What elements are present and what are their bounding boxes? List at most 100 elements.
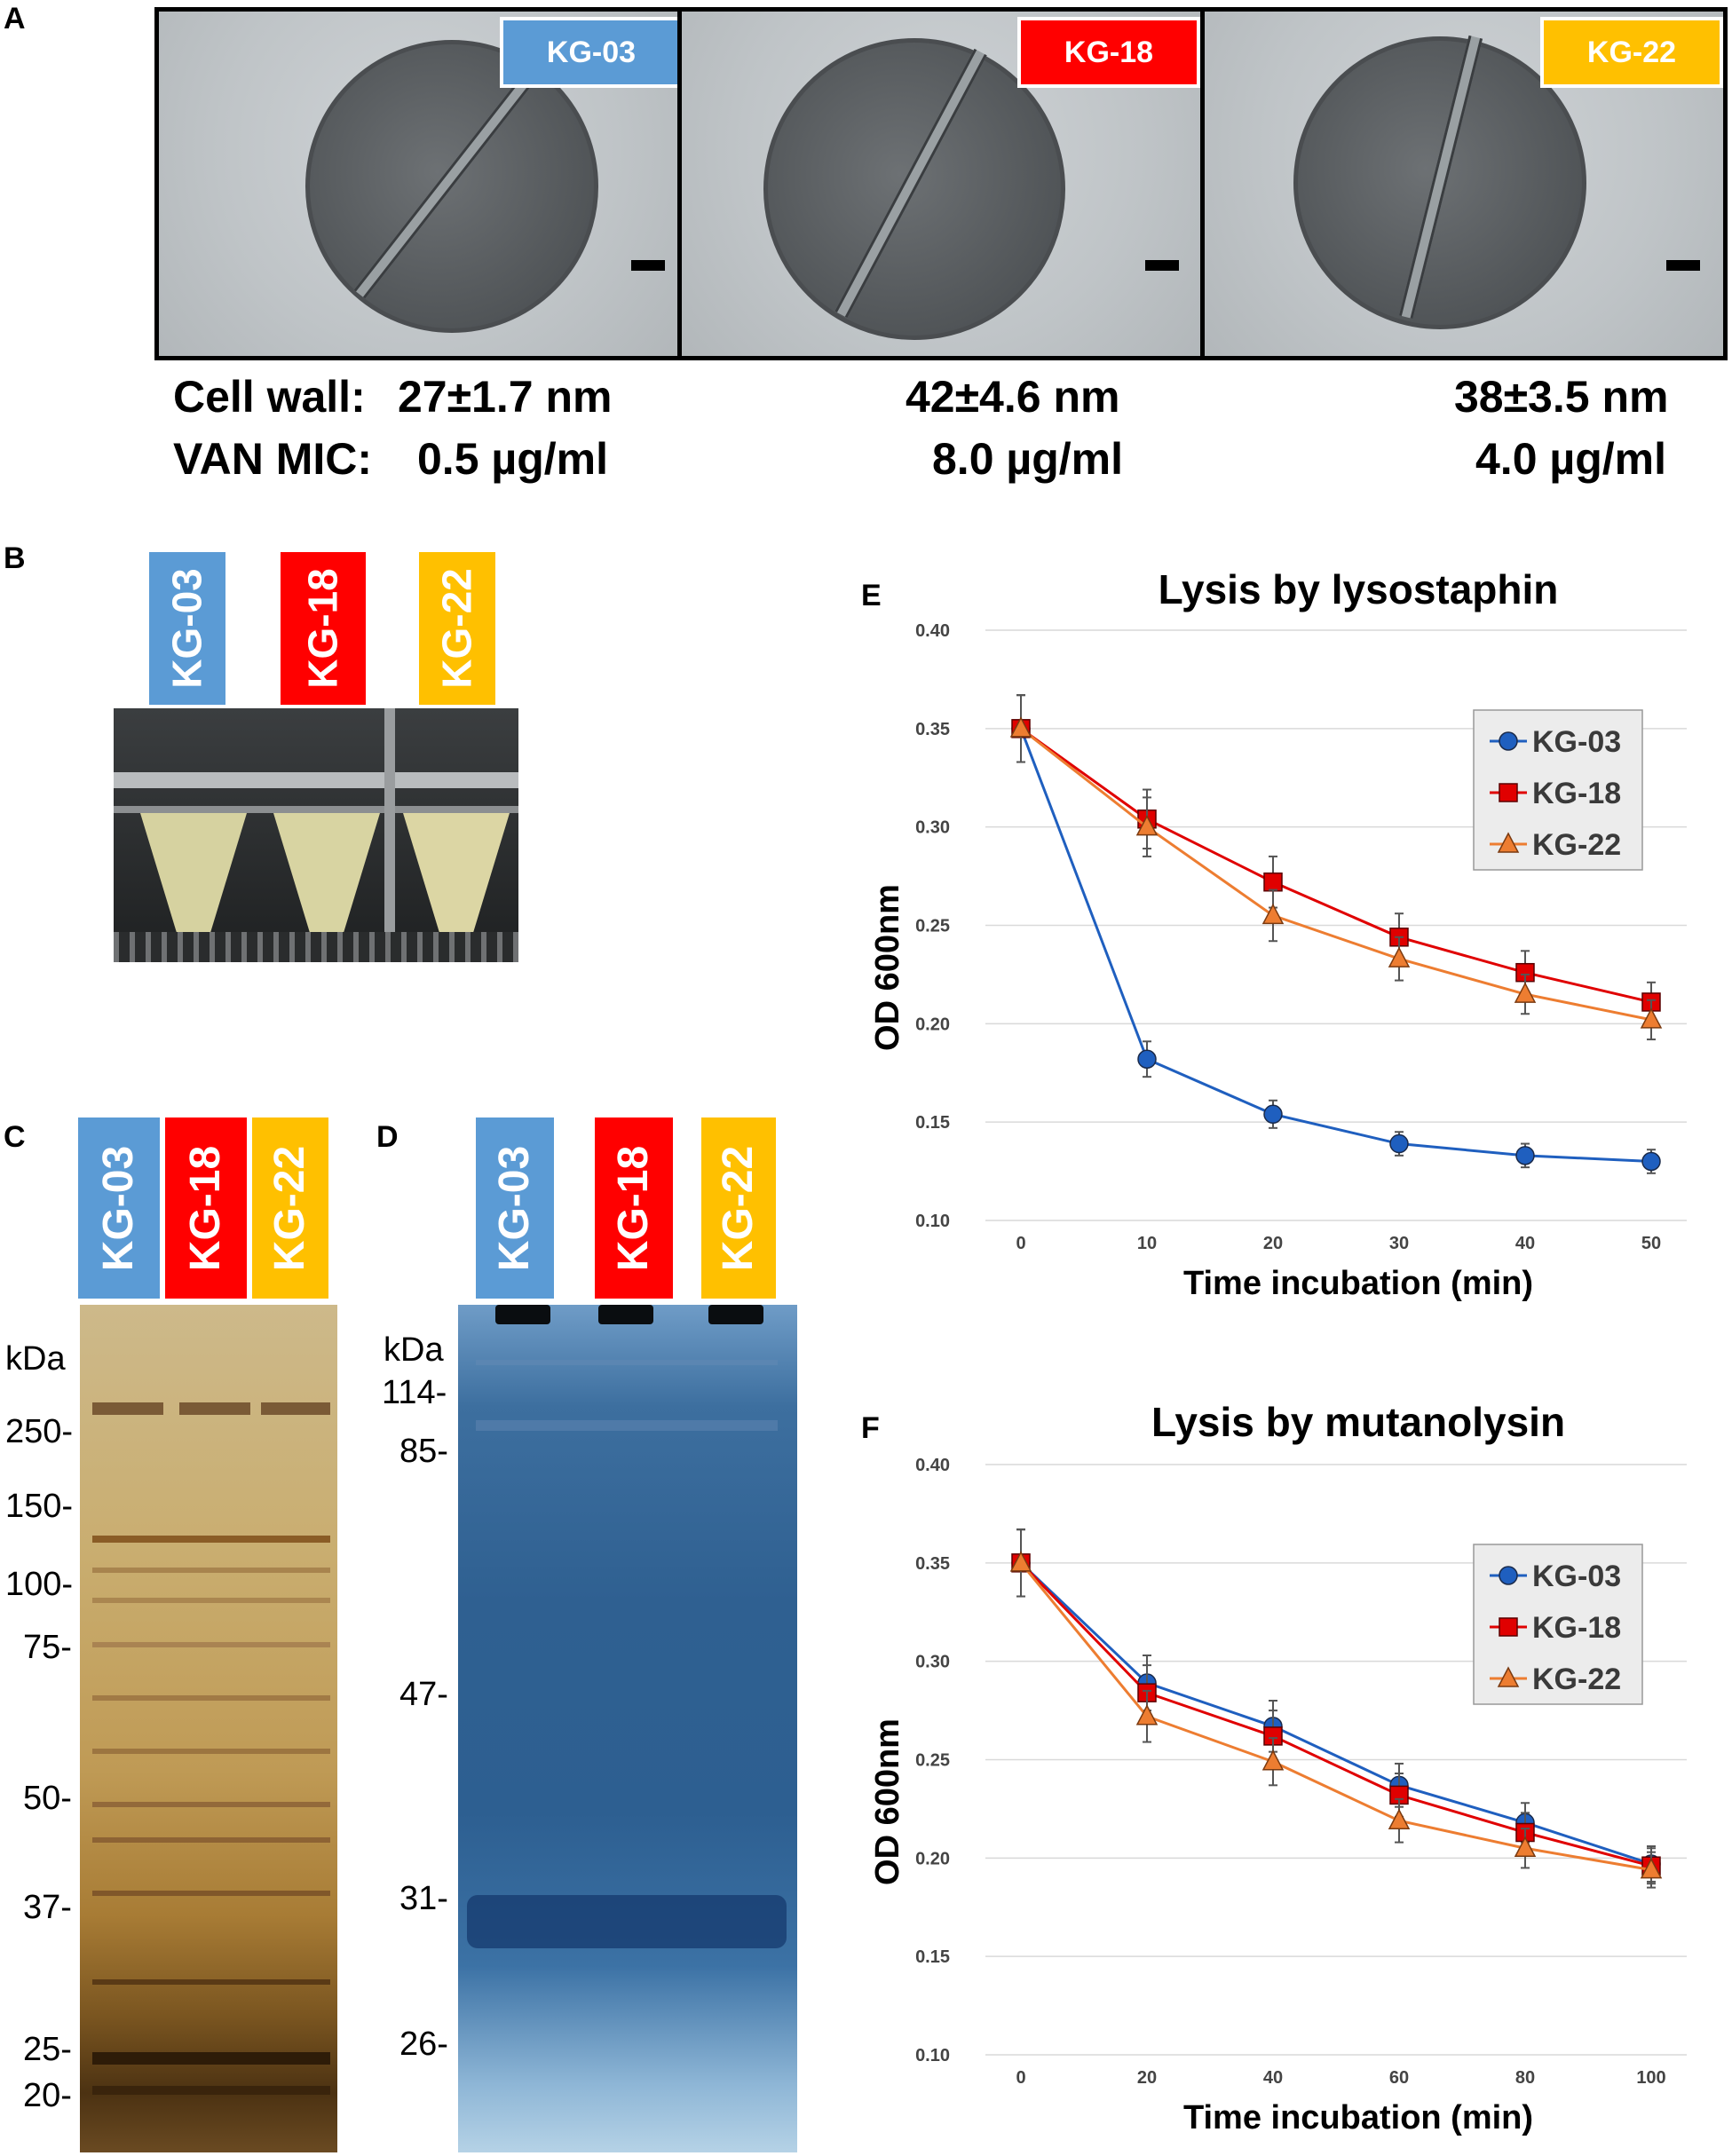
panel-label-c: C — [4, 1120, 26, 1154]
vertical-tag-kg-18: KG-18 — [162, 1114, 250, 1302]
legend-label: KG-18 — [1532, 1611, 1621, 1645]
mutanolysin-chart: Lysis by mutanolysin 0.10 0.15 0.20 0.25 0.3… — [869, 1399, 1687, 2136]
x-tick-label: 0 — [1016, 1234, 1025, 1253]
marker-label: 47- — [399, 1676, 448, 1713]
marker-label: 20- — [23, 2077, 72, 2114]
y-tick-label: 0.25 — [915, 1751, 950, 1771]
vertical-tag-kg-18: KG-18 — [591, 1114, 676, 1302]
x-tick-label: 0 — [1016, 2068, 1025, 2088]
y-axis-title: OD 600nm — [869, 1718, 906, 1885]
legend: KG-03 KG-18 KG-22 — [1473, 1544, 1643, 1705]
tag-text: KG-18 — [182, 1145, 230, 1271]
series-kg-22 — [1009, 694, 1663, 1041]
data-point — [1009, 716, 1032, 738]
van-mic-label: VAN MIC: — [173, 434, 373, 484]
em-image-strip: KG-03 KG-18 KG-22 — [154, 7, 1728, 360]
y-tick-label: 0.10 — [915, 2046, 950, 2065]
vertical-tag-kg-22: KG-22 — [698, 1114, 779, 1302]
legend: KG-03 KG-18 KG-22 — [1473, 709, 1643, 871]
tag-text: KG-22 — [434, 568, 481, 689]
series-plot — [1009, 694, 1663, 1174]
legend-marker — [1499, 1617, 1518, 1637]
tag-text: KG-18 — [300, 568, 347, 689]
rack-bar — [114, 806, 518, 813]
y-tick-label: 0.35 — [915, 1554, 950, 1574]
gel-band — [92, 1695, 330, 1701]
cell-wall-kg-18: 42±4.6 nm — [906, 372, 1120, 422]
x-tick-label: 30 — [1389, 1234, 1409, 1253]
data-point — [1135, 1704, 1159, 1726]
x-tick-label: 10 — [1137, 1234, 1157, 1253]
series-line — [1020, 727, 1652, 1004]
marker-label: 150- — [5, 1488, 74, 1525]
x-tick-label: 60 — [1389, 2068, 1409, 2088]
data-point — [1389, 1133, 1409, 1154]
scale-bar — [631, 260, 665, 271]
silver-stained-gel — [80, 1305, 337, 2152]
series-kg-22 — [1009, 1528, 1663, 1889]
gridlines — [985, 629, 1687, 1221]
marker-label: 100- — [5, 1566, 74, 1603]
data-point — [1640, 1858, 1663, 1879]
tube-kg-18 — [273, 813, 380, 946]
data-point — [1261, 903, 1285, 925]
x-tick-labels: 0 20 40 60 80 100 — [1016, 2068, 1665, 2088]
vertical-tag-kg-03: KG-03 — [472, 1114, 558, 1302]
x-tick-label: 20 — [1263, 1234, 1283, 1253]
gel-band — [476, 1360, 778, 1365]
data-point — [1263, 872, 1283, 892]
series-line — [1019, 1561, 1652, 1868]
tag-text: KG-22 — [715, 1145, 763, 1271]
tag-text: KG-18 — [610, 1145, 658, 1271]
y-tick-label: 0.20 — [915, 1849, 950, 1868]
y-tick-label: 0.30 — [915, 1653, 950, 1672]
cell-wall-kg-22: 38±3.5 nm — [1454, 372, 1669, 422]
x-tick-label: 40 — [1263, 2068, 1283, 2088]
x-tick-label: 20 — [1137, 2068, 1157, 2088]
rack-post — [384, 708, 395, 962]
tag-text: KG-03 — [164, 568, 211, 689]
marker-label: 250- — [5, 1413, 74, 1450]
data-point — [1514, 1836, 1537, 1857]
data-point — [1641, 1151, 1661, 1172]
tag-text: KG-22 — [266, 1145, 314, 1271]
gel-band — [92, 1402, 163, 1415]
legend-marker — [1499, 731, 1518, 751]
marker-label: 85- — [399, 1433, 448, 1470]
vertical-tag-kg-22: KG-22 — [415, 549, 499, 708]
data-point — [1261, 1749, 1285, 1771]
gel-well — [495, 1305, 550, 1324]
panel-label-d: D — [376, 1120, 399, 1154]
gel-band — [92, 1802, 330, 1807]
panel-label-e: E — [861, 579, 882, 612]
series-line — [1019, 1561, 1652, 1872]
marker-label: 75- — [23, 1629, 72, 1666]
y-tick-label: 0.10 — [915, 1212, 950, 1231]
chart-title: Lysis by mutanolysin — [1151, 1399, 1565, 1445]
marker-label: 26- — [399, 2026, 448, 2063]
legend-label: KG-22 — [1532, 828, 1621, 862]
y-tick-label: 0.30 — [915, 818, 950, 838]
y-tick-label: 0.20 — [915, 1015, 950, 1034]
gel-band — [92, 1979, 330, 1985]
lysis-band — [467, 1895, 787, 1948]
y-tick-labels: 0.10 0.15 0.20 0.25 0.30 0.35 0.40 — [915, 621, 950, 1231]
tube-photo — [114, 708, 518, 962]
gel-well — [708, 1305, 763, 1324]
gel-band — [92, 1642, 330, 1647]
series-line — [1019, 1561, 1652, 1866]
gel-band — [92, 1536, 330, 1543]
x-tick-label: 100 — [1636, 2068, 1665, 2088]
legend-label: KG-03 — [1532, 725, 1621, 759]
legend-label: KG-03 — [1532, 1560, 1621, 1593]
van-mic-kg-03: 0.5 µg/ml — [417, 434, 608, 484]
gel-band — [261, 1402, 330, 1415]
x-tick-label: 80 — [1515, 2068, 1535, 2088]
y-tick-labels: 0.10 0.15 0.20 0.25 0.30 0.35 0.40 — [915, 1456, 950, 2065]
van-mic-kg-22: 4.0 µg/ml — [1475, 434, 1666, 484]
vertical-tag-kg-03: KG-03 — [75, 1114, 163, 1302]
strain-tag-kg-18: KG-18 — [1017, 17, 1200, 88]
kda-unit-c: kDa — [5, 1340, 66, 1378]
legend-label: KG-18 — [1532, 777, 1621, 810]
em-image-kg-03: KG-03 — [159, 12, 682, 356]
